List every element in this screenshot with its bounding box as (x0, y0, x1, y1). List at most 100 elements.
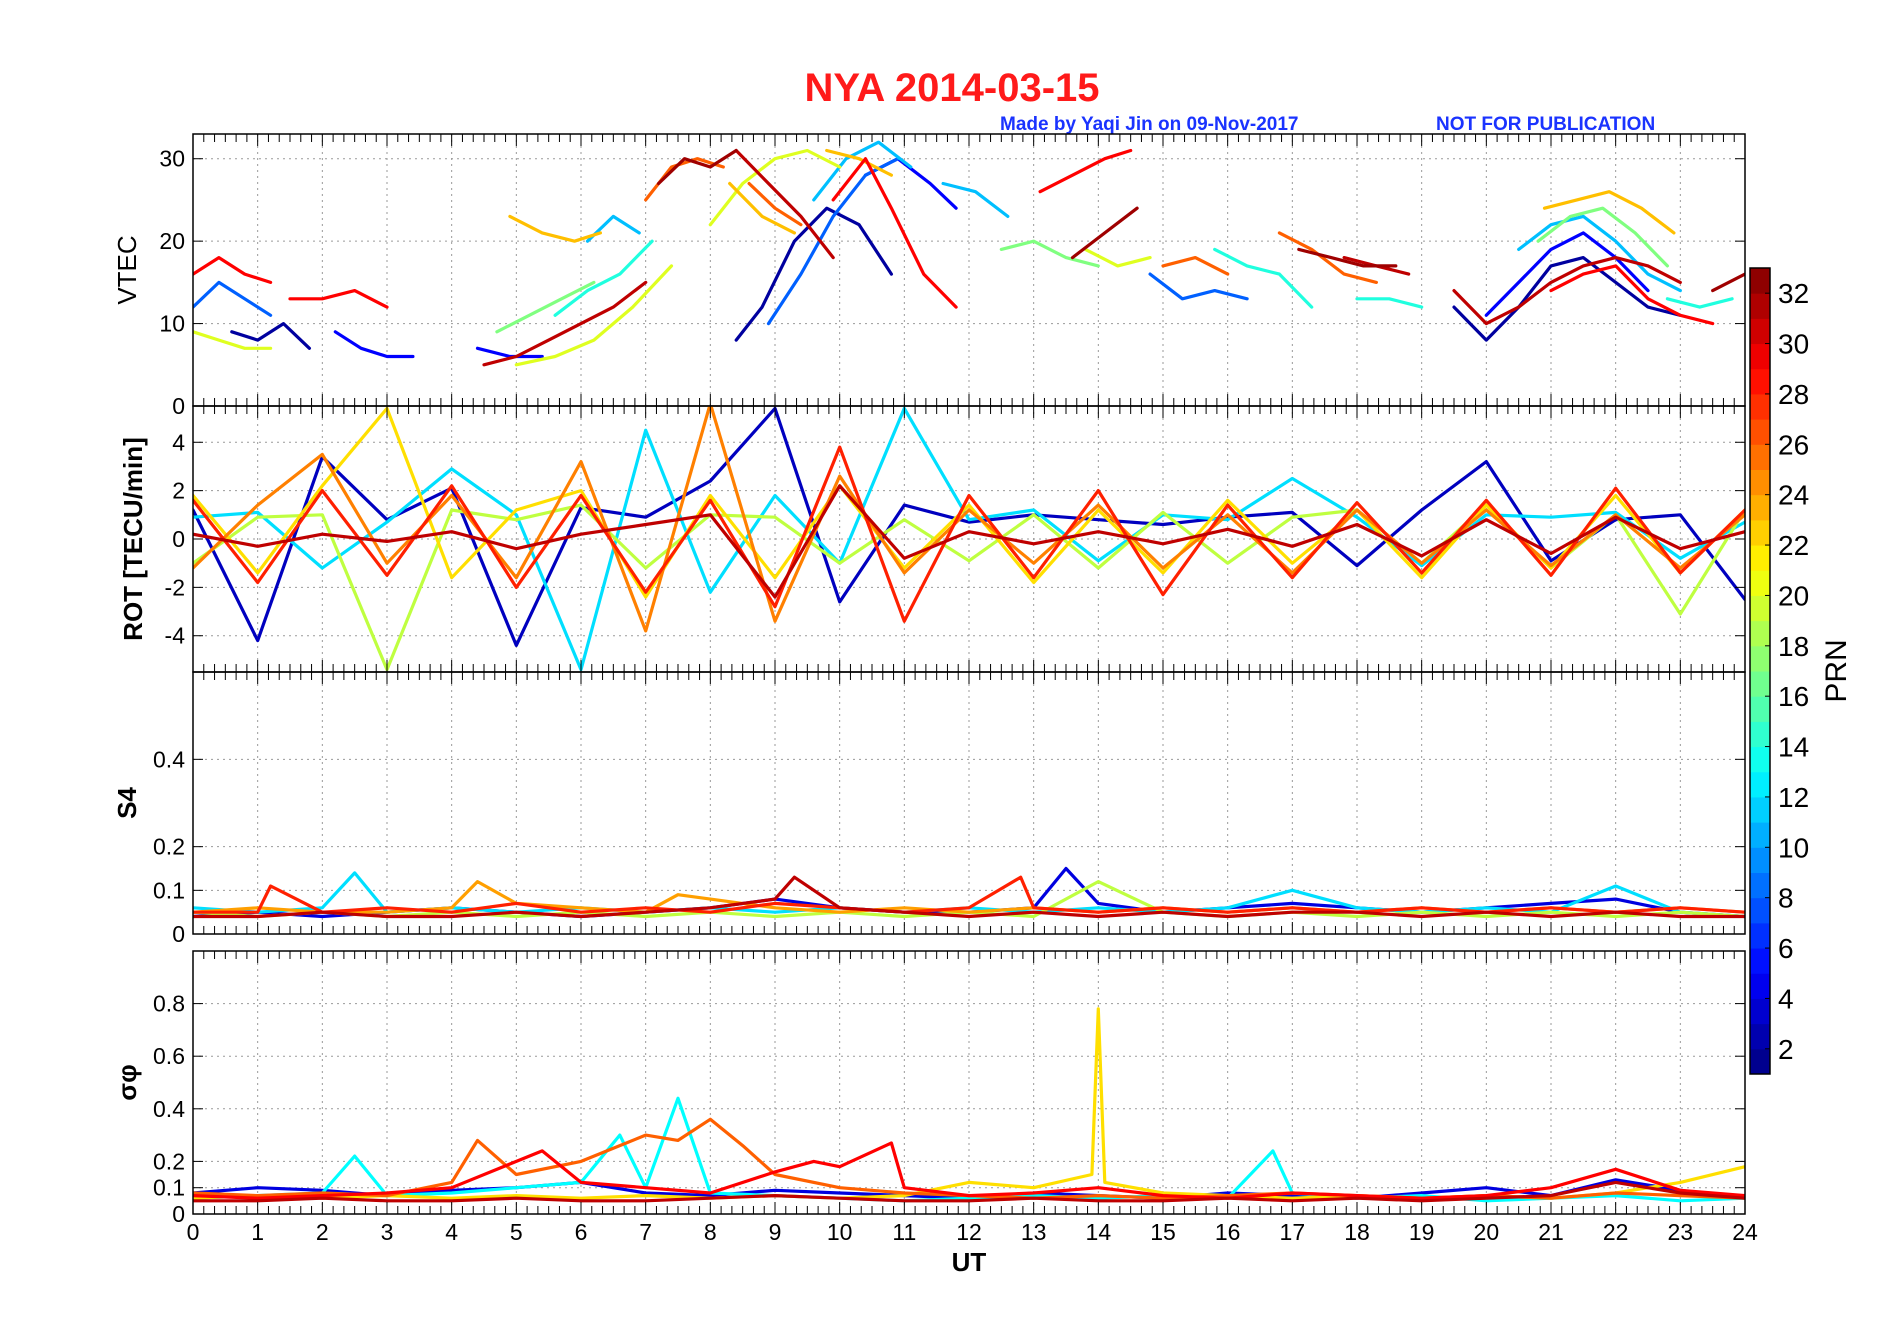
colorbar-swatch (1750, 721, 1770, 748)
colorbar-tick-label: 20 (1778, 580, 1809, 611)
series-line-prn-5 (333, 330, 415, 359)
x-tick-label: 6 (575, 1219, 588, 1245)
series-line-prn-8 (193, 280, 273, 317)
series-line-prn-28 (193, 445, 1745, 623)
colorbar-tick-label: 2 (1778, 1034, 1794, 1065)
colorbar-tick-label: 10 (1778, 832, 1809, 863)
y-axis-label: VTEC (112, 235, 142, 304)
y-tick-label: -4 (165, 623, 186, 649)
colorbar-tick-label: 26 (1778, 429, 1809, 460)
y-tick-label: 0 (172, 921, 185, 947)
colorbar-frame (1749, 267, 1771, 1075)
x-tick-label: 17 (1280, 1219, 1306, 1245)
colorbar-swatch (1750, 293, 1770, 319)
series-line-prn-22 (193, 406, 1745, 599)
y-tick-label: 0.1 (153, 877, 185, 903)
colorbar-swatch (1750, 570, 1770, 596)
series-line-prn-29 (288, 289, 389, 309)
x-tick-label: 9 (769, 1219, 782, 1245)
x-tick-label: 19 (1409, 1219, 1435, 1245)
colorbar-swatch (1750, 847, 1770, 873)
x-tick-label: 15 (1150, 1219, 1176, 1245)
series-line-prn-14 (1213, 247, 1314, 309)
x-tick-label: 5 (510, 1219, 523, 1245)
colorbar-swatch (1750, 1023, 1770, 1050)
y-tick-label: 4 (172, 429, 185, 455)
series-line-prn-25 (193, 406, 1745, 633)
colorbar-swatch (1750, 494, 1770, 521)
y-tick-label: 0.4 (153, 746, 185, 772)
figure-title: NYA 2014-03-15 (804, 66, 1100, 110)
series-line-prn-23 (508, 214, 603, 243)
colorbar-swatch (1750, 922, 1770, 949)
x-tick-label: 1 (251, 1219, 264, 1245)
colorbar-swatch (1750, 268, 1770, 294)
x-tick-label: 22 (1603, 1219, 1629, 1245)
y-tick-label: 0 (172, 393, 185, 419)
y-tick-label: -2 (165, 574, 185, 600)
credit-text: Made by Yaqi Jin on 09-Nov-2017 (1000, 114, 1299, 135)
y-tick-label: 0 (172, 1201, 185, 1227)
y-tick-label: 2 (172, 478, 185, 504)
series-line-prn-29 (193, 1141, 1745, 1200)
colorbar-swatch (1750, 318, 1770, 345)
series-line-prn-29 (831, 157, 958, 309)
panel-s4: 0 0.1 0.2 0.4 S4 (112, 671, 1746, 947)
colorbar-swatch (1750, 469, 1770, 496)
panel-frame (192, 133, 1746, 407)
colorbar-swatch (1750, 645, 1770, 672)
series-group (193, 140, 1745, 367)
colorbar-tick-label: 12 (1778, 782, 1809, 813)
x-tick-label: 11 (892, 1219, 916, 1245)
colorbar-swatch (1750, 1048, 1770, 1075)
x-tick-label: 7 (639, 1219, 652, 1245)
series-line-prn-17 (495, 280, 596, 334)
colorbar-swatch (1750, 746, 1770, 773)
y-axis-label: σφ (112, 1064, 142, 1100)
colorbar-swatch (1750, 872, 1770, 899)
colorbar-label: PRN (1820, 639, 1853, 702)
series-line-prn-31 (482, 280, 648, 367)
y-tick-label: 10 (159, 311, 185, 337)
y-tick-label: 0.4 (153, 1096, 185, 1122)
series-line-prn-31 (193, 875, 1745, 919)
x-tick-label: 12 (956, 1219, 982, 1245)
series-line-prn-32 (1070, 206, 1139, 260)
x-tick-label: 14 (1086, 1219, 1112, 1245)
colorbar-swatch (1750, 973, 1770, 999)
x-tick-label: 10 (827, 1219, 853, 1245)
x-tick-label: 23 (1668, 1219, 1694, 1245)
x-tick-label: 21 (1538, 1219, 1564, 1245)
series-line-prn-8 (766, 157, 900, 326)
x-tick-label: 20 (1474, 1219, 1500, 1245)
series-line-prn-29 (1549, 264, 1715, 326)
series-line-prn-20 (1083, 247, 1152, 268)
y-axis-label: ROT [TECU/min] (118, 437, 148, 641)
colorbar-swatch (1750, 796, 1770, 823)
series-line-prn-31 (734, 148, 835, 260)
y-tick-label: 0.8 (153, 991, 185, 1017)
series-line-prn-29 (193, 256, 273, 284)
panel-vtec: 0 10 20 30 VTEC (112, 133, 1746, 419)
colorbar-tick-label: 4 (1778, 983, 1794, 1014)
ut-axis: 0 1 2 3 4 5 6 7 8 9 10 11 12 13 14 15 16 17 18 19 20 21 22 23 24… (187, 1219, 1758, 1277)
colorbar-swatch (1750, 595, 1770, 622)
series-line-prn-14 (1665, 297, 1734, 309)
colorbar-tick-label: 22 (1778, 530, 1809, 561)
series-line-prn-26 (1161, 256, 1230, 276)
colorbar-tick-label: 18 (1778, 631, 1809, 662)
colorbar-swatch (1750, 998, 1770, 1025)
series-line-prn-31 (193, 484, 1745, 599)
series-line-prn-31 (193, 1180, 1745, 1203)
colorbar-swatch (1750, 393, 1770, 420)
y-tick-label: 0.1 (153, 1175, 185, 1201)
colorbar-swatch (1750, 519, 1770, 546)
x-tick-label: 3 (381, 1219, 394, 1245)
series-line-prn-5 (1484, 231, 1650, 317)
colorbar-tick-label: 24 (1778, 480, 1809, 511)
x-tick-label: 2 (316, 1219, 329, 1245)
x-tick-label: 0 (187, 1219, 200, 1245)
series-line-prn-32 (1711, 272, 1745, 293)
